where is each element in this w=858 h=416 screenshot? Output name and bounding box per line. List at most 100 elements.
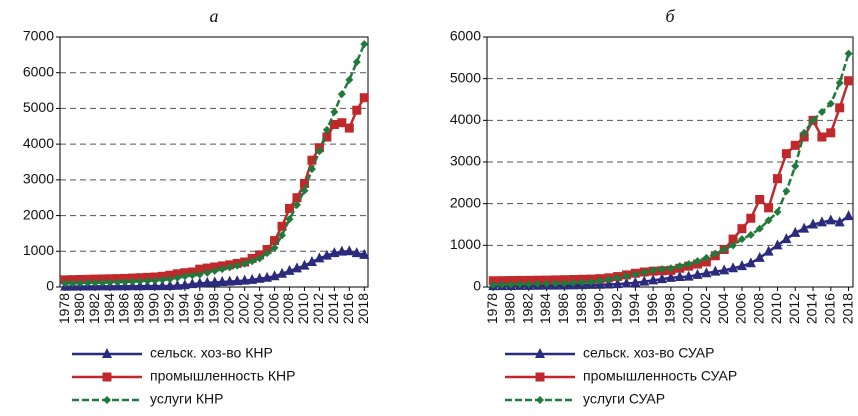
data-point: [489, 280, 498, 289]
data-point: [782, 187, 791, 196]
data-point: [277, 221, 287, 231]
y-tick-label: 1000: [23, 242, 54, 258]
data-point: [307, 165, 316, 174]
data-point: [359, 248, 370, 259]
data-point: [835, 78, 844, 87]
data-point: [91, 278, 100, 287]
data-point: [551, 279, 560, 288]
data-point: [330, 108, 339, 116]
data-point: [817, 108, 826, 116]
x-tick-label: 1998: [205, 293, 221, 324]
legend-marker: [536, 396, 544, 404]
data-point: [746, 230, 755, 239]
data-point: [225, 263, 234, 272]
y-tick-label: 3000: [23, 171, 54, 187]
data-point: [578, 278, 587, 287]
data-point: [701, 257, 711, 267]
y-tick-label: 4000: [23, 135, 54, 151]
data-point: [772, 174, 782, 184]
y-tick-label: 6000: [450, 28, 481, 44]
data-point: [764, 203, 774, 213]
data-point: [816, 216, 827, 227]
y-tick-label: 2000: [450, 194, 481, 210]
data-point: [337, 118, 347, 128]
y-tick-label: 5000: [23, 99, 54, 115]
data-point: [604, 275, 613, 284]
data-point: [506, 280, 515, 289]
data-point: [612, 278, 623, 289]
legend-marker: [535, 372, 545, 382]
data-point: [630, 276, 641, 287]
x-tick-label: 1988: [573, 293, 589, 324]
data-point: [360, 40, 369, 49]
data-point: [488, 276, 498, 286]
x-tick-label: 2016: [340, 293, 356, 324]
y-tick-label: 5000: [450, 69, 481, 85]
x-tick-label: 1996: [644, 293, 660, 324]
data-point: [586, 278, 595, 286]
data-point: [157, 280, 168, 291]
data-point: [345, 75, 354, 84]
data-point: [209, 276, 220, 287]
data-point: [187, 278, 198, 289]
series-line: [493, 80, 850, 282]
data-point: [194, 277, 205, 288]
data-point: [665, 271, 676, 282]
legend-label: услуги СУАР: [583, 391, 665, 407]
data-point: [728, 262, 739, 273]
plot-frame: [59, 36, 369, 288]
legend-label: сельск. хоз-во КНР: [150, 345, 273, 361]
x-tick-label: 2000: [220, 293, 236, 324]
x-tick-label: 1990: [146, 293, 162, 324]
data-point: [648, 274, 659, 285]
x-tick-label: 1978: [56, 293, 72, 324]
data-point: [622, 272, 631, 281]
x-tick-label: 2004: [250, 293, 266, 324]
x-tick-label: 1986: [555, 293, 571, 324]
data-point: [292, 193, 302, 203]
x-tick-label: 1994: [176, 293, 192, 324]
data-point: [285, 215, 294, 224]
panel-title: б: [665, 6, 675, 26]
data-point: [533, 279, 542, 288]
data-point: [232, 275, 243, 286]
data-point: [300, 186, 309, 195]
x-tick-label: 1992: [608, 293, 624, 324]
data-point: [764, 216, 773, 225]
data-point: [498, 280, 507, 289]
data-point: [329, 247, 340, 258]
legend-label: сельск. хоз-во СУАР: [583, 345, 714, 361]
data-point: [179, 279, 190, 290]
panel-title: а: [210, 6, 219, 26]
data-point: [173, 273, 182, 282]
data-point: [98, 278, 107, 287]
x-tick-label: 2000: [679, 293, 695, 324]
legend-label: услуги КНР: [150, 391, 223, 407]
y-tick-label: 1000: [450, 236, 481, 252]
legend-marker: [102, 348, 112, 358]
x-tick-label: 1984: [537, 293, 553, 324]
data-point: [352, 105, 362, 115]
data-point: [164, 280, 175, 290]
data-point: [524, 280, 533, 289]
y-tick-label: 4000: [450, 111, 481, 127]
data-point: [239, 274, 250, 285]
data-point: [278, 231, 287, 240]
data-point: [754, 251, 765, 262]
x-tick-label: 1980: [71, 293, 87, 324]
data-point: [621, 277, 632, 288]
x-tick-label: 1982: [86, 293, 102, 324]
data-point: [790, 226, 801, 237]
data-point: [352, 58, 361, 66]
data-point: [188, 271, 197, 280]
data-point: [322, 125, 331, 134]
data-point: [657, 273, 668, 284]
y-tick-label: 6000: [23, 63, 54, 79]
data-point: [745, 257, 756, 268]
data-point: [270, 243, 279, 252]
data-point: [639, 275, 650, 286]
data-point: [702, 253, 711, 262]
data-point: [135, 277, 144, 286]
x-tick-label: 2008: [750, 293, 766, 324]
data-point: [683, 270, 694, 281]
